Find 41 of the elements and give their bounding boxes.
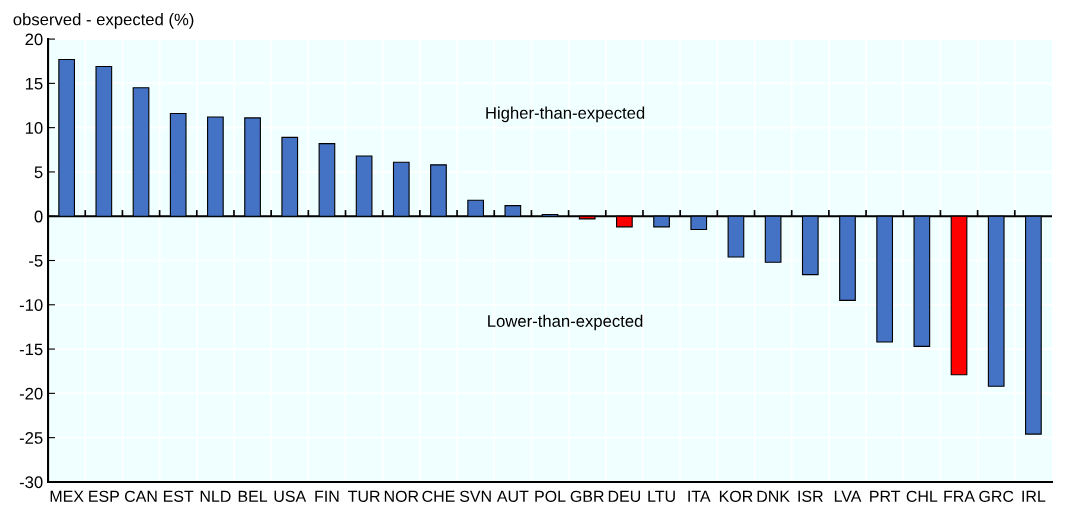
x-tick-label: ISR [798,490,823,502]
x-tick-label: USA [274,490,307,502]
x-tick-label: PRT [870,490,901,502]
annotation: Higher-than-expected [486,106,645,123]
x-tick-label: CAN [124,490,157,502]
x-tick-label: GBR [570,490,604,502]
x-tick-label: EST [163,490,194,502]
y-tick-label: 10 [25,122,43,134]
x-tick-label: NLD [200,490,231,502]
x-tick-label: ESP [89,490,119,502]
y-tick-label: -30 [19,476,43,489]
x-tick-label: NOR [384,490,419,502]
x-tick-label: BEL [238,490,268,502]
x-tick-label: FIN [315,490,339,502]
annotation: Lower-than-expected [488,314,643,331]
x-tick-label: ITA [688,490,711,502]
y-axis-title: observed - expected (%) [13,13,194,29]
x-tick-label: GRC [979,490,1014,502]
x-tick-label: SVN [459,490,491,502]
x-tick-label: IRL [1022,490,1046,502]
x-tick-label: FRA [944,490,975,502]
x-tick-label: LTU [648,490,675,502]
x-tick-label: CHL [906,490,938,502]
x-tick-label: TUR [348,490,380,502]
y-tick-label: -5 [29,255,43,267]
x-tick-label: DNK [757,490,790,502]
x-tick-label: KOR [719,490,753,502]
x-tick-label: CHE [422,490,455,502]
y-tick-label: -25 [19,432,43,444]
x-tick-label: POL [535,490,566,502]
x-tick-label: DEU [608,490,641,502]
y-tick-label: 20 [25,33,43,46]
y-tick-label: 5 [34,166,43,179]
x-tick-label: AUT [496,490,529,502]
y-tick-label: 15 [25,77,43,90]
x-tick-label: LVA [834,490,862,502]
y-tick-label: -15 [19,343,43,356]
y-tick-label: -20 [19,387,43,400]
y-tick-label: 0 [34,210,43,223]
y-tick-label: -10 [19,299,43,311]
x-tick-label: MEX [50,490,84,502]
